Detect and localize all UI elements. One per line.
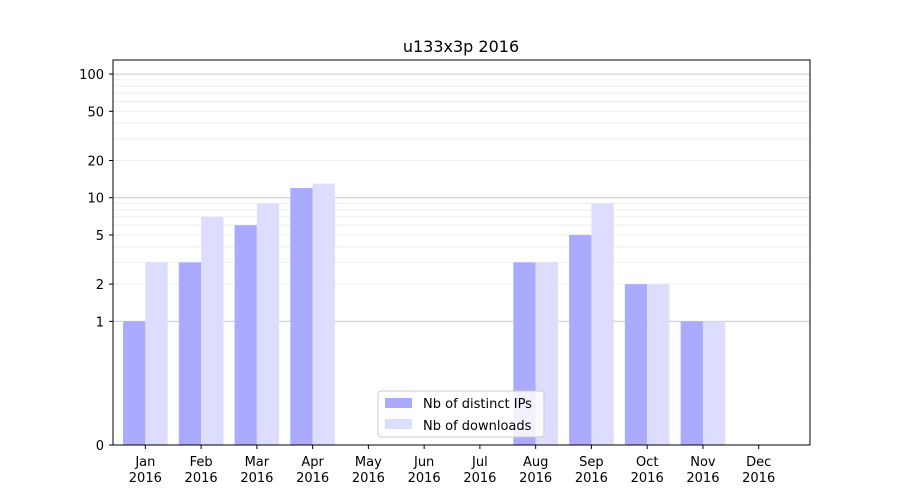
y-tick-label: 5 [96,229,104,244]
grid-layer [113,73,810,322]
x-tick-label: Oct 2016 [631,455,664,486]
x-tick-label: Jun 2016 [408,455,441,486]
bar-downloads-4 [312,183,335,445]
y-tick-label: 1 [96,315,104,330]
bar-downloads-11 [702,321,726,445]
bar-distinct-ips-4 [290,187,313,445]
bar-downloads-3 [256,203,280,445]
bar-distinct-ips-10 [624,284,648,445]
bar-distinct-ips-11 [680,321,703,445]
y-tick-label: 20 [87,155,104,170]
x-tick-label: May 2016 [352,455,385,486]
plot-frame [112,59,811,446]
x-axis: Jan 2016 Feb 2016 Mar 2016 Apr 2016 May 2016 Jun 20… [129,445,775,486]
x-tick-label: Jan 2016 [129,455,162,486]
bar-downloads-2 [201,216,224,445]
bar-downloads-10 [647,284,670,445]
bars-layer [123,183,726,445]
x-tick-label: Apr 2016 [296,455,329,486]
legend-box [377,390,545,438]
x-tick-label: Nov 2016 [686,455,719,486]
legend-swatch-distinct-ips [385,398,412,408]
bar-distinct-ips-9 [569,234,592,445]
bar-distinct-ips-1 [123,321,146,445]
legend-label-downloads: Nb of downloads [423,419,532,434]
legend: Nb of distinct IPs Nb of downloads [377,390,545,438]
x-tick-label: Aug 2016 [519,455,552,486]
y-axis: 0 1 2 5 10 20 50 100 [79,68,113,454]
x-tick-label: Sep 2016 [575,455,608,486]
x-tick-label: Dec 2016 [742,455,775,486]
x-tick-label: Feb 2016 [185,455,218,486]
x-tick-label: Jul 2016 [463,455,496,486]
legend-swatch-downloads [385,419,412,429]
y-tick-label: 50 [87,105,104,120]
bar-distinct-ips-2 [178,262,202,445]
bar-distinct-ips-3 [234,225,257,445]
x-tick-label: Mar 2016 [240,455,273,486]
chart-title: u133x3p 2016 [403,37,519,56]
y-tick-label: 2 [96,278,104,293]
bar-downloads-9 [591,203,614,445]
legend-label-distinct-ips: Nb of distinct IPs [423,397,532,412]
bar-downloads-1 [145,262,168,445]
y-tick-label: 0 [96,439,104,454]
y-tick-label: 100 [79,68,104,83]
y-tick-label: 10 [87,192,104,207]
